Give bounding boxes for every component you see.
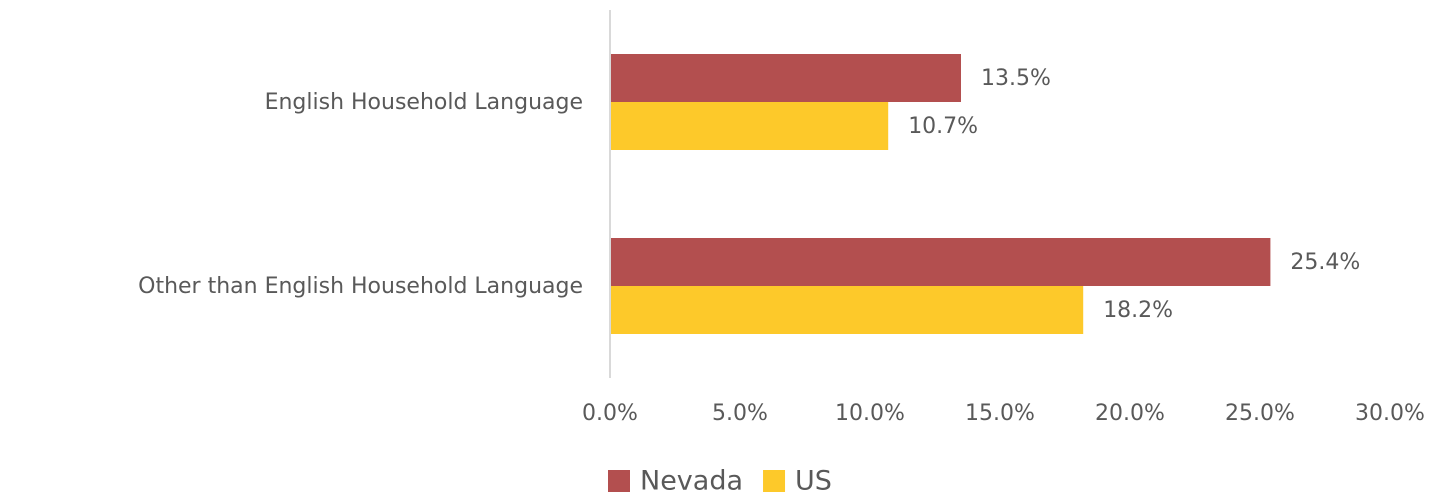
x-tick-label: 5.0% (712, 401, 768, 426)
x-tick-label: 30.0% (1355, 401, 1425, 426)
x-tick-label: 10.0% (835, 401, 905, 426)
x-tick-label: 0.0% (582, 401, 638, 426)
bar (610, 102, 889, 150)
category-label: English Household Language (265, 90, 583, 115)
x-tick-label: 25.0% (1225, 401, 1295, 426)
bar (610, 238, 1271, 286)
bar (610, 286, 1084, 334)
value-label: 10.7% (908, 114, 978, 139)
category-label: Other than English Household Language (138, 274, 583, 299)
x-tick-label: 20.0% (1095, 401, 1165, 426)
x-tick-label: 15.0% (965, 401, 1035, 426)
value-label: 13.5% (981, 66, 1051, 91)
legend-swatch (763, 470, 786, 492)
legend-label: Nevada (640, 466, 743, 497)
value-label: 18.2% (1103, 298, 1173, 323)
value-label: 25.4% (1290, 250, 1360, 275)
legend-label: US (795, 466, 832, 497)
bar (610, 54, 961, 102)
legend-swatch (608, 470, 630, 492)
